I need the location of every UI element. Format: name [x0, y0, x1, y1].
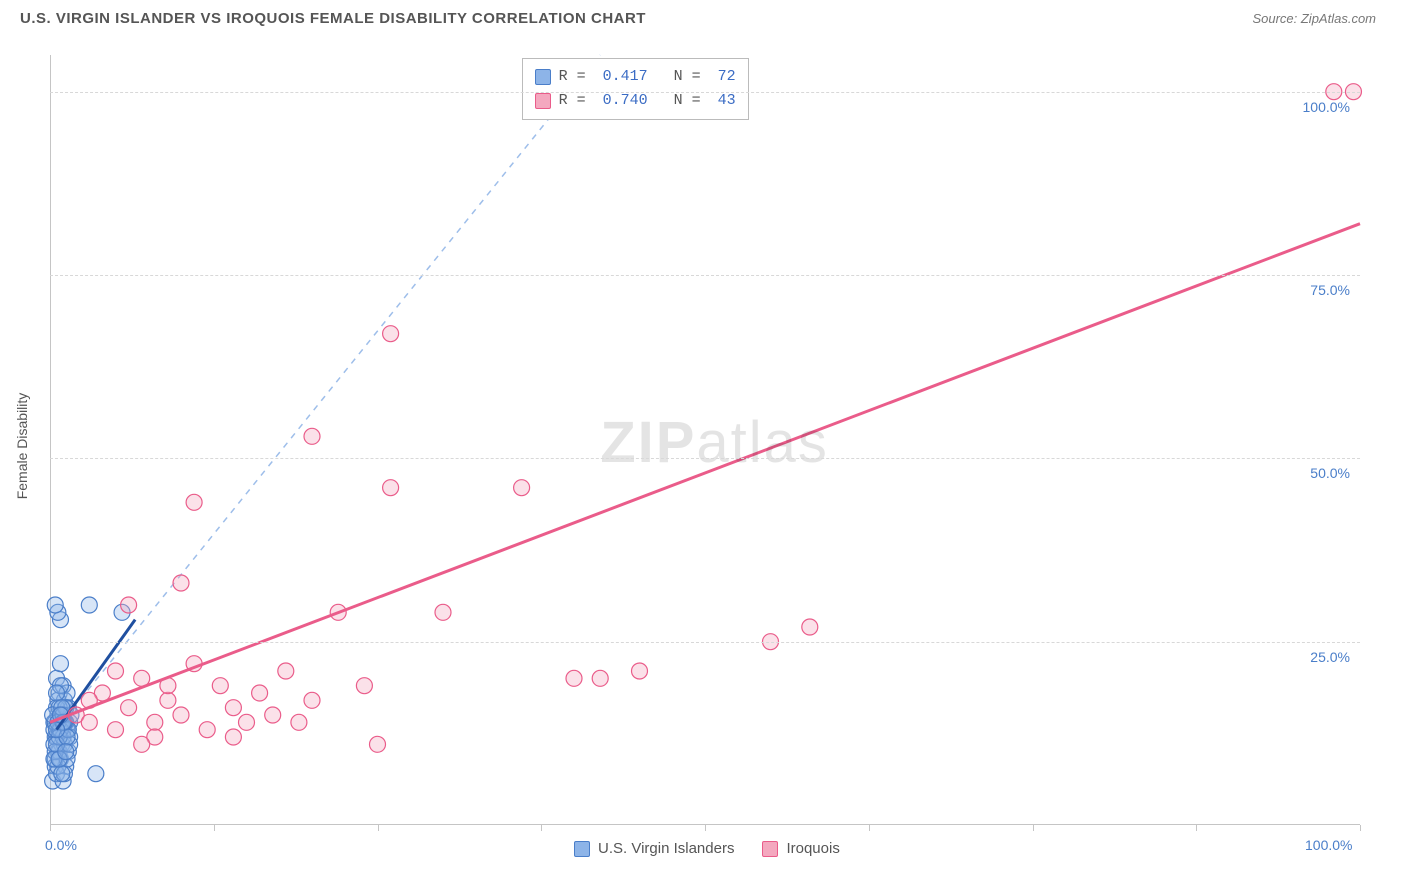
- source-label: Source: ZipAtlas.com: [1252, 11, 1376, 26]
- data-point: [383, 480, 399, 496]
- series-swatch: [535, 93, 551, 109]
- data-point: [147, 714, 163, 730]
- data-point: [802, 619, 818, 635]
- r-value: 0.417: [594, 65, 648, 89]
- data-point: [173, 707, 189, 723]
- data-point: [173, 575, 189, 591]
- x-tick: [705, 825, 706, 831]
- r-label: R =: [559, 65, 586, 89]
- data-point: [304, 428, 320, 444]
- x-tick: [378, 825, 379, 831]
- data-point: [592, 670, 608, 686]
- y-axis-title: Female Disability: [14, 393, 30, 500]
- x-tick: [214, 825, 215, 831]
- data-point: [370, 736, 386, 752]
- data-point: [225, 700, 241, 716]
- grid-line: [50, 458, 1360, 459]
- data-point: [81, 714, 97, 730]
- data-point: [54, 766, 70, 782]
- data-point: [239, 714, 255, 730]
- x-tick: [50, 825, 51, 831]
- data-point: [265, 707, 281, 723]
- data-point: [514, 480, 530, 496]
- data-point: [304, 692, 320, 708]
- data-point: [108, 663, 124, 679]
- data-point: [58, 744, 74, 760]
- data-point: [121, 597, 137, 613]
- chart-container: ZIPatlas R = 0.417 N = 72R = 0.740 N = 4…: [50, 55, 1360, 825]
- plot-area: ZIPatlas R = 0.417 N = 72R = 0.740 N = 4…: [50, 55, 1360, 825]
- data-point: [199, 722, 215, 738]
- reference-line: [50, 55, 600, 737]
- n-label: N =: [656, 65, 701, 89]
- x-tick-label: 100.0%: [1305, 837, 1352, 853]
- data-point: [566, 670, 582, 686]
- y-tick-label: 75.0%: [1310, 282, 1350, 298]
- data-point: [160, 692, 176, 708]
- trend-line: [50, 224, 1360, 723]
- correlation-stats-box: R = 0.417 N = 72R = 0.740 N = 43: [522, 58, 749, 120]
- grid-line: [50, 275, 1360, 276]
- grid-line: [50, 92, 1360, 93]
- data-point: [383, 326, 399, 342]
- data-point: [291, 714, 307, 730]
- series-swatch: [535, 69, 551, 85]
- data-point: [632, 663, 648, 679]
- x-tick: [869, 825, 870, 831]
- data-point: [121, 700, 137, 716]
- data-point: [435, 604, 451, 620]
- legend-bottom: U.S. Virgin Islanders Iroquois: [574, 840, 840, 857]
- data-point: [225, 729, 241, 745]
- x-tick-label: 0.0%: [45, 837, 77, 853]
- data-point: [52, 656, 68, 672]
- x-tick: [1033, 825, 1034, 831]
- chart-svg: [50, 55, 1360, 825]
- data-point: [88, 766, 104, 782]
- data-point: [212, 678, 228, 694]
- legend-label: Iroquois: [786, 840, 839, 857]
- data-point: [108, 722, 124, 738]
- legend-label: U.S. Virgin Islanders: [598, 840, 734, 857]
- n-value: 72: [709, 65, 736, 89]
- grid-line: [50, 642, 1360, 643]
- data-point: [356, 678, 372, 694]
- x-tick: [541, 825, 542, 831]
- legend-swatch: [762, 841, 778, 857]
- data-point: [81, 597, 97, 613]
- y-tick-label: 100.0%: [1303, 99, 1350, 115]
- data-point: [49, 685, 65, 701]
- x-tick: [1196, 825, 1197, 831]
- data-point: [134, 736, 150, 752]
- data-point: [186, 494, 202, 510]
- legend-item: U.S. Virgin Islanders: [574, 840, 734, 857]
- legend-item: Iroquois: [762, 840, 839, 857]
- y-tick-label: 25.0%: [1310, 649, 1350, 665]
- stats-row: R = 0.417 N = 72: [535, 65, 736, 89]
- legend-swatch: [574, 841, 590, 857]
- data-point: [278, 663, 294, 679]
- x-tick: [1360, 825, 1361, 831]
- data-point: [47, 597, 63, 613]
- chart-title: U.S. VIRGIN ISLANDER VS IROQUOIS FEMALE …: [20, 10, 646, 27]
- data-point: [252, 685, 268, 701]
- y-tick-label: 50.0%: [1310, 465, 1350, 481]
